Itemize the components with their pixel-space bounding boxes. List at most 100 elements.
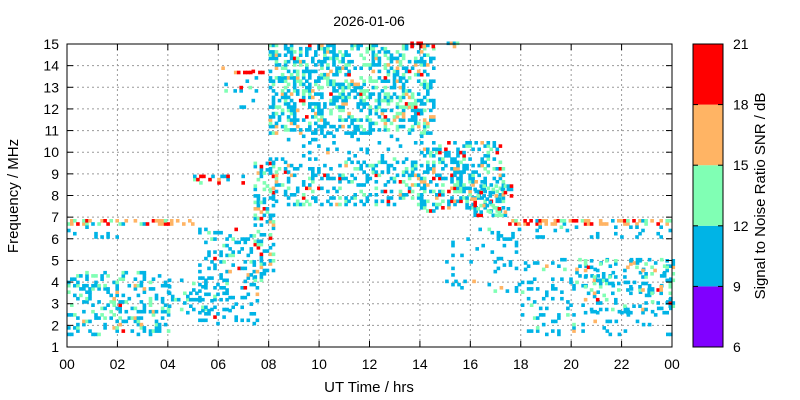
snr-cell (359, 92, 363, 96)
snr-cell (265, 268, 270, 273)
snr-cell (374, 53, 379, 57)
snr-cell (404, 157, 409, 161)
snr-cell (326, 147, 330, 152)
snr-cell (326, 176, 330, 181)
snr-cell (311, 56, 315, 61)
snr-cell (362, 193, 366, 197)
snr-cell (593, 267, 597, 272)
snr-cell (115, 290, 119, 294)
snr-cell (671, 265, 676, 270)
snr-cell (103, 283, 107, 288)
snr-cell (335, 53, 339, 57)
snr-cell (383, 118, 388, 122)
snr-cell (350, 89, 354, 93)
snr-cell (268, 167, 273, 171)
snr-cell (286, 95, 291, 100)
snr-cell (332, 56, 336, 61)
snr-cell (226, 174, 230, 179)
snr-cell (441, 167, 445, 171)
snr-cell (157, 326, 162, 330)
snr-cell (362, 105, 366, 109)
snr-cell (465, 202, 469, 207)
snr-cell (557, 316, 561, 320)
snr-cell (426, 82, 430, 87)
snr-cell (491, 213, 496, 218)
snr-cell (301, 102, 306, 106)
snr-cell (441, 183, 445, 187)
snr-cell (566, 313, 570, 317)
snr-cell (605, 329, 610, 333)
snr-cell (118, 316, 122, 320)
snr-cell (320, 63, 324, 67)
snr-cell (115, 326, 119, 330)
snr-cell (198, 318, 202, 323)
snr-cell (219, 273, 223, 277)
snr-cell (368, 193, 373, 197)
snr-cell (344, 160, 348, 165)
snr-cell (392, 72, 397, 77)
snr-cell (231, 295, 235, 300)
snr-cell (494, 184, 499, 188)
snr-cell (659, 225, 663, 229)
snr-cell (274, 43, 279, 48)
snr-cell (305, 69, 309, 74)
snr-cell (392, 85, 397, 90)
snr-cell (308, 202, 312, 207)
snr-cell (419, 202, 424, 207)
snr-cell (395, 160, 400, 165)
snr-cell (320, 59, 324, 64)
snr-cell (426, 167, 430, 171)
snr-cell (308, 186, 312, 191)
snr-cell (407, 186, 412, 191)
snr-cell (115, 283, 119, 288)
snr-cell (422, 69, 427, 74)
snr-cell (659, 274, 664, 278)
snr-cell (598, 262, 603, 266)
snr-cell (335, 105, 339, 109)
snr-cell (271, 79, 276, 83)
snr-cell (347, 180, 351, 184)
snr-cell (413, 183, 418, 187)
snr-cell (259, 262, 264, 266)
snr-cell (596, 274, 600, 278)
snr-cell (392, 92, 397, 96)
snr-cell (85, 219, 89, 223)
snr-cell (204, 292, 208, 297)
snr-cell (286, 82, 291, 87)
snr-cell (344, 63, 348, 67)
snr-cell (453, 199, 457, 204)
snr-cell (329, 111, 333, 116)
snr-cell (283, 92, 288, 96)
snr-cell (395, 105, 400, 109)
snr-cell (526, 296, 531, 301)
snr-cell (647, 322, 652, 327)
snr-cell (85, 277, 89, 281)
snr-cell (583, 268, 588, 273)
snr-cell (462, 189, 466, 194)
snr-cell (97, 316, 101, 320)
snr-cell (395, 102, 400, 106)
colorbar-band (693, 286, 723, 347)
snr-cell (142, 277, 147, 281)
snr-cell (222, 291, 226, 296)
snr-cell (208, 177, 212, 182)
snr-cell (286, 186, 291, 191)
snr-cell (535, 329, 540, 333)
snr-cell (638, 270, 643, 275)
snr-cell (602, 326, 606, 330)
snr-cell (308, 128, 312, 132)
snr-cell (286, 102, 291, 106)
snr-cell (486, 186, 491, 191)
snr-cell (91, 222, 95, 226)
snr-cell (308, 89, 312, 93)
snr-cell (629, 285, 633, 289)
snr-cell (656, 306, 661, 311)
snr-cell (505, 237, 510, 241)
snr-cell (559, 219, 564, 223)
snr-cell (67, 222, 71, 226)
snr-cell (383, 183, 388, 187)
snr-cell (305, 66, 309, 70)
snr-cell (453, 141, 457, 145)
snr-cell (350, 196, 354, 200)
snr-cell (301, 202, 306, 207)
